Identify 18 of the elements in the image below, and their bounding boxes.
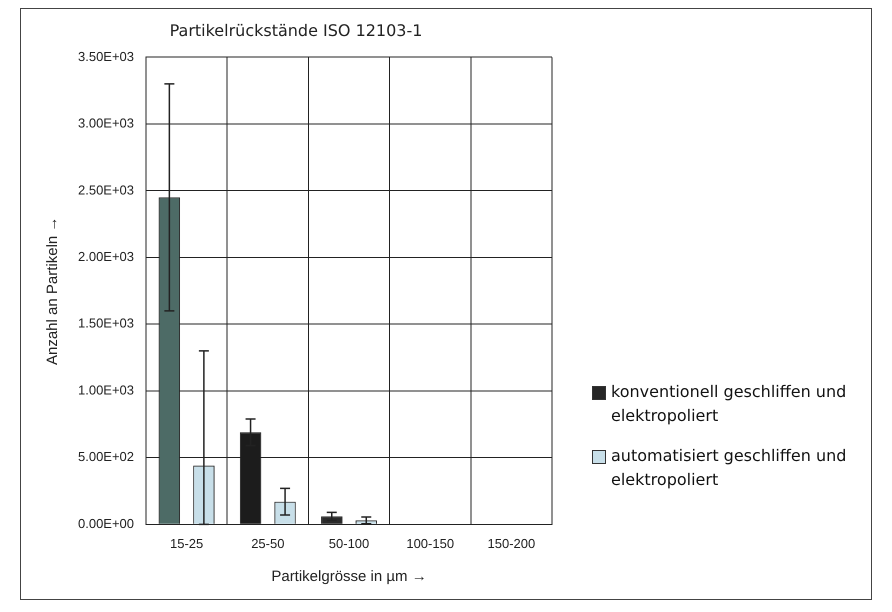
x-axis-title: Partikelgrösse in µm →	[271, 568, 427, 586]
y-tick-label: 1.50E+03	[78, 316, 134, 331]
x-tick-label: 15-25	[170, 536, 204, 551]
y-tick-label: 0.00E+00	[78, 516, 134, 531]
y-axis-title: Anzahl an Partikeln →	[44, 216, 62, 366]
chart-title: Partikelrückstände ISO 12103-1	[170, 20, 422, 40]
y-tick-label: 2.50E+03	[78, 182, 134, 198]
x-tick-label: 150-200	[488, 536, 536, 551]
y-tick-label: 2.00E+03	[78, 249, 134, 264]
y-tick-label: 3.00E+03	[78, 116, 134, 131]
x-tick-label: 100-150	[406, 536, 454, 551]
legend-label: konventionell geschliffen und elektropoliert	[611, 381, 848, 427]
y-tick-label: 1.00E+03	[78, 382, 134, 398]
y-tick-label: 5.00E+02	[78, 449, 134, 464]
x-tick-label: 50-100	[328, 536, 370, 551]
legend-label: automatisiert geschliffen und elektropoliert	[611, 445, 848, 491]
y-tick-label: 3.50E+03	[78, 48, 134, 64]
x-tick-label: 25-50	[251, 536, 284, 551]
